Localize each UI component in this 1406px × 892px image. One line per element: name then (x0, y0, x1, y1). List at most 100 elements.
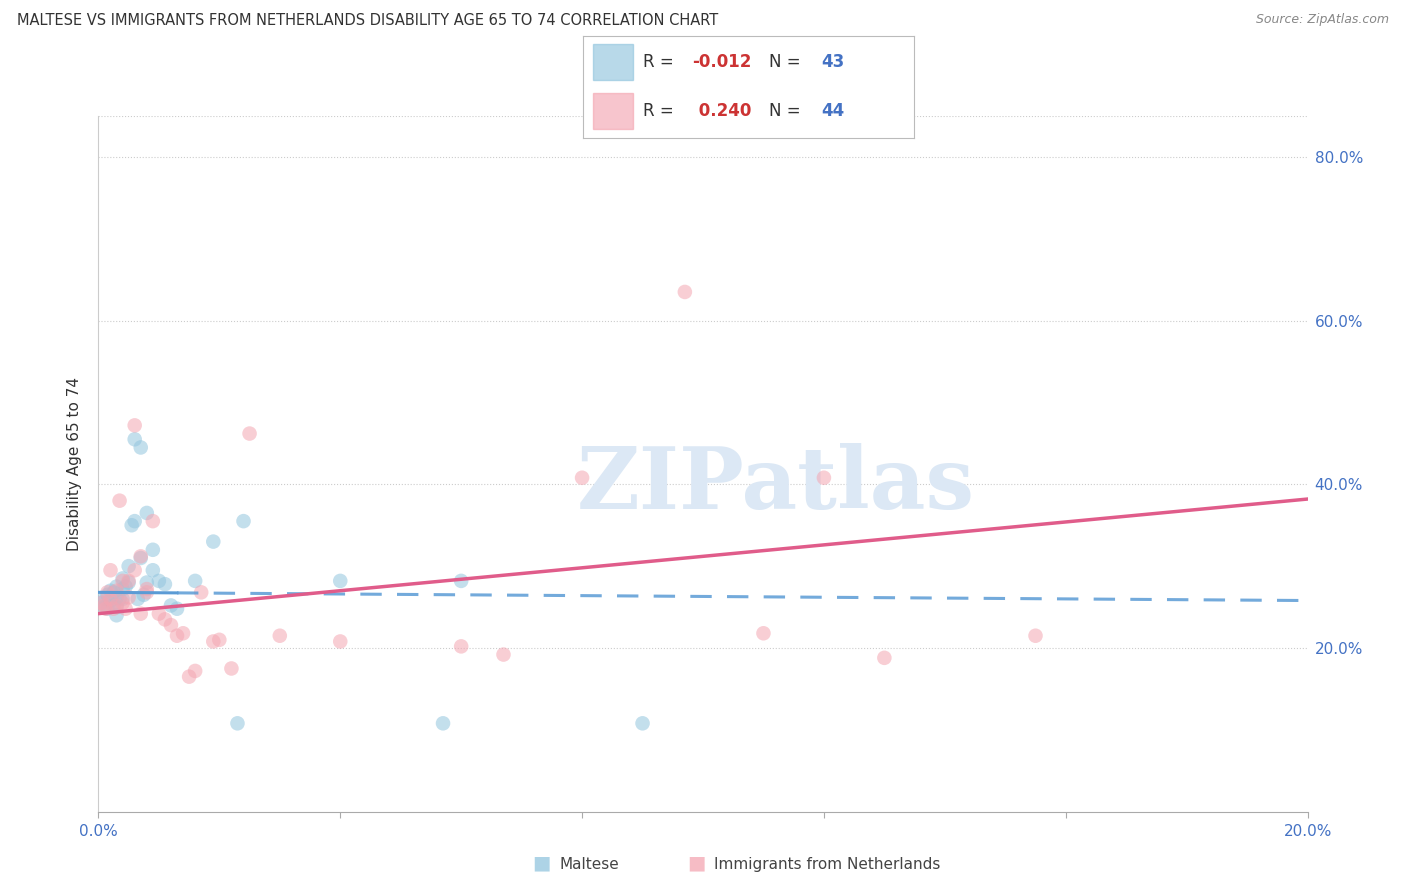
Point (129, 549, 152, 564)
Text: 44: 44 (821, 102, 845, 120)
Point (124, 432, 146, 446)
Point (129, 441, 152, 455)
Point (94, 601, 117, 615)
Point (93, 600, 115, 615)
Point (111, 591, 134, 606)
Point (148, 607, 170, 621)
Point (103, 585, 125, 599)
Point (142, 542, 165, 557)
Point (108, 493, 131, 508)
Point (160, 599, 183, 613)
Point (96, 585, 118, 599)
Bar (593, 44, 633, 79)
Point (142, 563, 165, 577)
Point (111, 596, 134, 610)
Point (105, 608, 128, 623)
Point (96, 588, 118, 602)
Point (103, 601, 125, 615)
Point (105, 580, 128, 594)
Point (153, 577, 176, 591)
Point (100, 563, 122, 577)
Point (172, 626, 194, 640)
Point (329, 574, 352, 588)
Point (118, 591, 141, 605)
Point (96, 601, 118, 615)
Point (127, 591, 149, 606)
Text: ■: ■ (686, 854, 706, 872)
Point (492, 648, 515, 662)
Text: Immigrants from Netherlands: Immigrants from Netherlands (714, 857, 941, 872)
Point (105, 600, 128, 615)
Text: N =: N = (769, 53, 806, 70)
Point (179, 670, 201, 684)
Text: ZIPatlas: ZIPatlas (576, 442, 974, 526)
Point (873, 650, 896, 665)
Point (184, 574, 207, 588)
Point (752, 626, 775, 640)
Point (153, 612, 176, 626)
Text: Source: ZipAtlas.com: Source: ZipAtlas.com (1256, 13, 1389, 27)
Point (111, 582, 134, 596)
Point (124, 514, 146, 528)
Point (135, 582, 157, 596)
Point (132, 588, 155, 602)
Y-axis label: Disability Age 65 to 74: Disability Age 65 to 74 (67, 376, 83, 551)
Point (450, 574, 472, 588)
Point (114, 580, 136, 594)
Point (105, 591, 128, 605)
Point (432, 716, 454, 731)
Text: 43: 43 (821, 53, 845, 70)
Point (221, 661, 243, 675)
Point (111, 571, 134, 585)
Point (124, 563, 146, 577)
Point (121, 518, 143, 533)
Text: Maltese: Maltese (560, 857, 619, 872)
Point (450, 640, 472, 654)
Point (118, 574, 141, 588)
Point (135, 506, 157, 520)
Point (100, 583, 122, 598)
Text: N =: N = (769, 102, 806, 120)
Point (118, 559, 141, 574)
Point (208, 632, 231, 647)
Point (105, 583, 128, 598)
Point (105, 599, 128, 613)
Text: R =: R = (643, 53, 679, 70)
Point (124, 418, 146, 433)
Text: 0.240: 0.240 (693, 102, 751, 120)
Point (118, 575, 141, 590)
Point (93, 591, 115, 606)
Point (202, 534, 225, 549)
Point (232, 514, 254, 528)
Point (239, 426, 262, 441)
Point (135, 575, 157, 590)
Text: ■: ■ (531, 854, 551, 872)
Point (100, 591, 122, 606)
Point (571, 471, 593, 485)
Point (108, 591, 131, 606)
Point (269, 629, 291, 643)
Point (813, 471, 835, 485)
Point (111, 574, 134, 588)
Text: R =: R = (643, 102, 679, 120)
Point (166, 601, 188, 615)
Point (90, 596, 112, 610)
Text: MALTESE VS IMMIGRANTS FROM NETHERLANDS DISABILITY AGE 65 TO 74 CORRELATION CHART: MALTESE VS IMMIGRANTS FROM NETHERLANDS D… (17, 13, 718, 29)
Point (103, 599, 125, 613)
Text: -0.012: -0.012 (693, 53, 752, 70)
Point (190, 585, 212, 599)
Point (129, 551, 152, 566)
Point (148, 574, 170, 588)
Point (142, 514, 165, 528)
Point (160, 618, 183, 632)
Point (631, 716, 654, 731)
Point (226, 716, 249, 731)
Point (100, 593, 122, 607)
Point (329, 634, 352, 648)
Point (90, 596, 112, 610)
Bar (593, 93, 633, 129)
Point (114, 601, 136, 615)
Point (93, 599, 115, 613)
Point (129, 607, 152, 621)
Point (135, 585, 157, 599)
